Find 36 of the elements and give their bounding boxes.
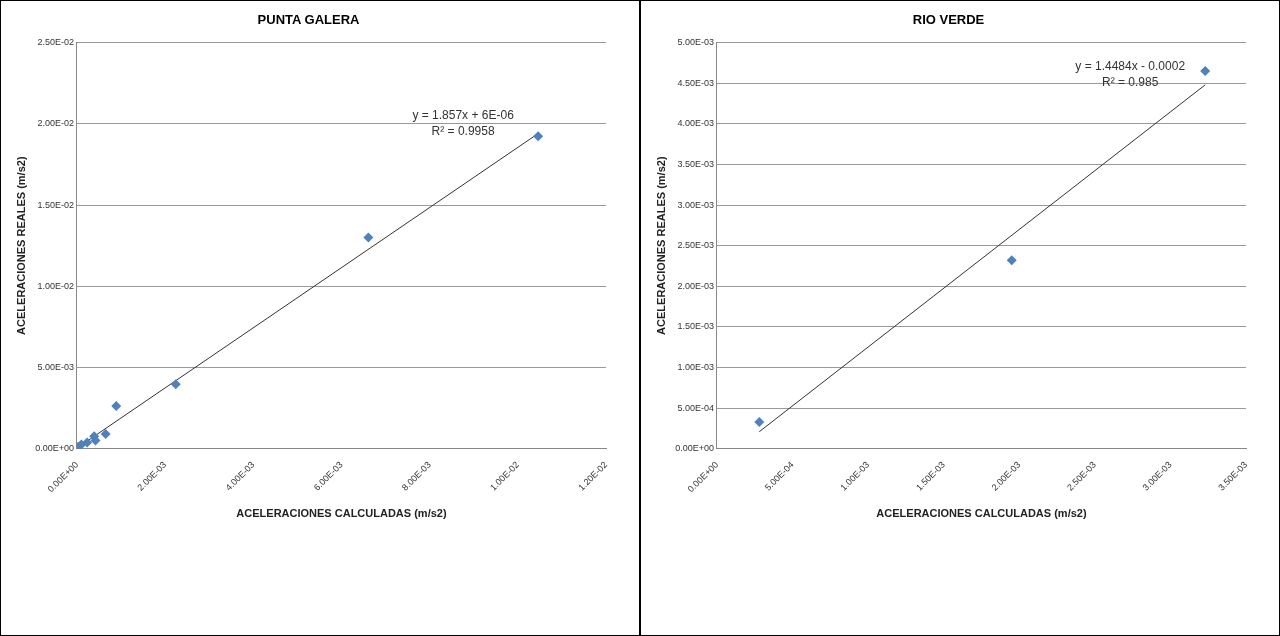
x-axis-title: ACELERACIONES CALCULADAS (m/s2) [236, 507, 447, 520]
point [754, 416, 765, 427]
y-tick-label: 5.00E-04 [677, 402, 714, 413]
y-tick-label: 3.50E-03 [677, 158, 714, 169]
point [1200, 66, 1211, 77]
y-tick-label: 2.00E-03 [677, 280, 714, 291]
point [363, 232, 374, 243]
y-tick-label: 1.00E-03 [677, 361, 714, 372]
annotation: R² = 0.9958 [431, 123, 495, 138]
y-tick-label: 5.00E-03 [677, 37, 714, 48]
annotation: y = 1.857x + 6E-06 [412, 107, 515, 122]
point [170, 379, 181, 390]
y-tick-label: 0.00E+00 [35, 443, 74, 454]
y-tick-label: 4.50E-03 [677, 77, 714, 88]
y-axis-title: ACELERACIONES REALES (m/s2) [14, 156, 27, 335]
y-tick-label: 2.00E-02 [37, 118, 74, 129]
y-tick-label: 1.50E-03 [677, 321, 714, 332]
point [111, 401, 122, 412]
y-tick-label: 0.00E+00 [675, 443, 714, 454]
point [533, 131, 544, 142]
point [82, 437, 93, 448]
y-tick-label: 2.50E-03 [677, 240, 714, 251]
annotation: R² = 0.985 [1102, 75, 1159, 90]
y-tick-label: 3.00E-03 [677, 199, 714, 210]
y-tick-label: 1.00E-02 [37, 280, 74, 291]
y-tick-label: 2.50E-02 [37, 37, 74, 48]
point [1006, 255, 1017, 266]
y-axis-title: ACELERACIONES REALES (m/s2) [654, 156, 667, 335]
point [100, 429, 111, 440]
y-tick-label: 5.00E-03 [37, 361, 74, 372]
annotation: y = 1.4484x - 0.0002 [1075, 59, 1186, 74]
y-tick-label: 1.50E-02 [37, 199, 74, 210]
y-tick-label: 4.00E-03 [677, 118, 714, 129]
chart-title: RIO VERDE [912, 12, 985, 28]
chart-title: PUNTA GALERA [257, 12, 361, 28]
x-axis-title: ACELERACIONES CALCULADAS (m/s2) [876, 507, 1087, 520]
